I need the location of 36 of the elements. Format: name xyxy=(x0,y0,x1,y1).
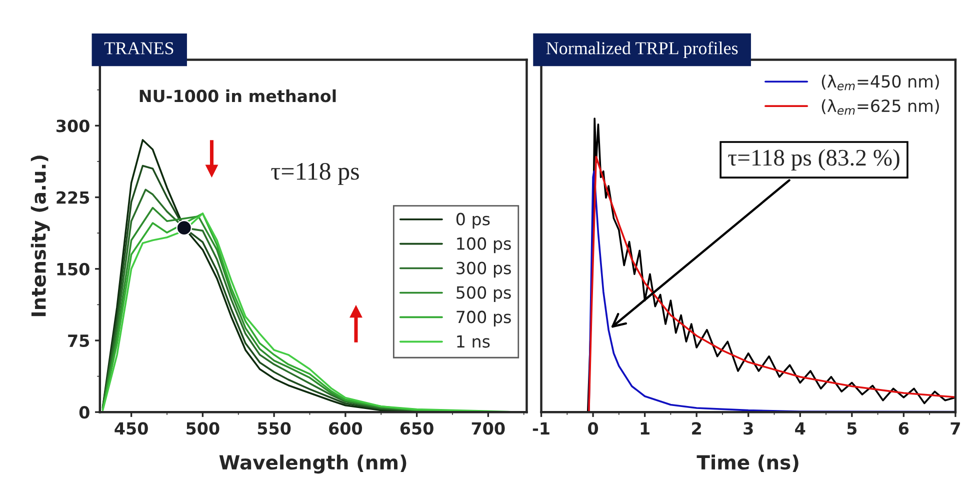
x-tick-label: -1 xyxy=(532,422,550,434)
annotation: τ=118 ps (83.2 %) xyxy=(728,149,900,170)
legend-label: 500 ps xyxy=(456,286,511,302)
annotation: NU-1000 in methanol xyxy=(140,89,336,102)
legend-label: (λ$_{em}$=450 nm) xyxy=(822,74,939,90)
legend-label: 300 ps xyxy=(456,262,511,278)
x-tick-label: 650 xyxy=(400,422,434,435)
legend-label: (λ$_{em}$=625 nm) xyxy=(822,99,939,115)
chart-title: TRANES xyxy=(104,42,174,54)
x-tick-label: 450 xyxy=(114,422,148,435)
x-tick-label: 7 xyxy=(950,422,960,434)
x-axis-title: Time (ns) xyxy=(696,454,798,472)
x-axis-title: Wavelength (nm) xyxy=(219,454,406,474)
y-tick-label: 0 xyxy=(79,406,90,419)
y-axis-title: Intensity (a.u.) xyxy=(30,156,50,316)
x-tick-label: 1 xyxy=(640,422,650,434)
x-tick-label: 3 xyxy=(744,422,753,435)
x-tick-label: 700 xyxy=(472,422,505,435)
y-tick-label: 150 xyxy=(57,262,90,276)
legend-label: 1 ns xyxy=(457,335,490,348)
x-tick-label: 600 xyxy=(329,422,362,435)
y-tick-label: 75 xyxy=(68,334,90,348)
legend-label: 700 ps xyxy=(456,310,511,326)
y-tick-label: 300 xyxy=(56,120,90,132)
chart-title: Normalized TRPL profiles xyxy=(546,41,738,58)
x-tick-label: 2 xyxy=(692,422,701,434)
x-tick-label: 5 xyxy=(847,422,857,435)
annotation: τ=118 ps xyxy=(271,162,359,185)
x-tick-label: 0 xyxy=(588,422,598,435)
x-tick-label: 6 xyxy=(898,422,909,435)
x-tick-label: 500 xyxy=(186,422,220,435)
x-tick-label: 550 xyxy=(258,422,291,435)
y-tick-label: 225 xyxy=(56,191,90,204)
x-tick-label: 4 xyxy=(795,422,806,434)
legend-label: 0 ps xyxy=(456,212,490,229)
legend-label: 100 ps xyxy=(457,237,511,254)
